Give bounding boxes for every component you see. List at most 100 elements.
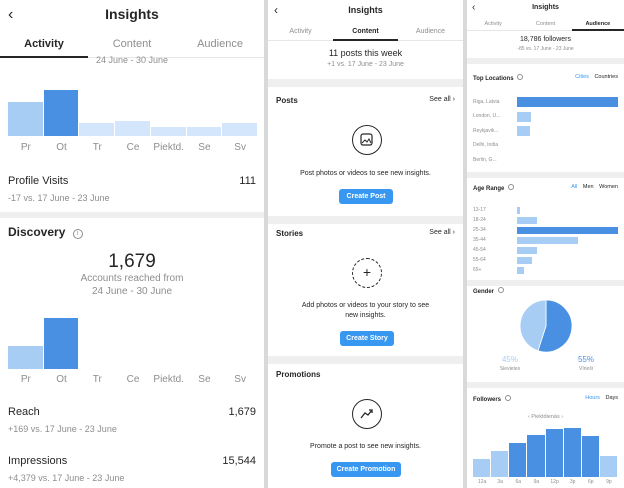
age-label: 65+ [473, 267, 482, 273]
tab-audience[interactable]: Audience [197, 38, 243, 50]
age-label: 13-17 [473, 207, 486, 213]
age-range-text: Age Range [473, 186, 505, 192]
hour-bar [599, 456, 617, 477]
back-chevron-icon[interactable]: ‹ [274, 3, 278, 17]
chevron-right-icon: › [452, 96, 455, 103]
tab-bar: Activity Content Audience [467, 18, 624, 31]
gender-pie-chart [519, 299, 573, 353]
female-label: Sievietes [499, 366, 521, 372]
posts-title: Posts [276, 96, 298, 105]
header: ‹ Insights [268, 3, 463, 21]
chart-bar [222, 122, 257, 136]
hours-toggle[interactable]: Hours [585, 395, 600, 401]
women-toggle[interactable]: Women [599, 184, 618, 190]
discovery-title: Discovery i [8, 225, 83, 239]
day-label: Pr [20, 142, 31, 153]
countries-toggle[interactable]: Countries [594, 74, 618, 80]
age-bar [517, 206, 521, 214]
age-bar [517, 226, 618, 234]
create-post-button[interactable]: Create Post [339, 189, 393, 204]
hour-label: 12a [477, 479, 487, 485]
hour-bar [545, 429, 563, 477]
section-divider [268, 79, 463, 87]
chevron-right-icon[interactable]: › [561, 414, 564, 420]
trend-icon [352, 399, 382, 429]
audience-panel: ‹ Insights Activity Content Audience 18,… [467, 0, 624, 488]
tab-bar: Activity Content Audience [0, 32, 264, 58]
see-all-text: See all [429, 96, 451, 103]
tab-content[interactable]: Content [112, 38, 152, 50]
age-bar [517, 266, 525, 274]
day-label: Se [198, 142, 211, 153]
reach-range: 24 June - 30 June [91, 286, 173, 297]
profile-visits-value: 111 [239, 175, 256, 187]
male-label: Vīrieši [579, 366, 593, 372]
chart-bar [115, 121, 150, 136]
gender-text: Gender [473, 289, 495, 295]
age-label: 25-34 [473, 227, 486, 233]
tab-audience[interactable]: Audience [415, 28, 446, 35]
followers-count: 18,786 followers [520, 36, 571, 43]
hour-bar [563, 427, 581, 477]
header: ‹ Insights [467, 2, 624, 16]
men-toggle[interactable]: Men [582, 184, 594, 190]
age-bar [517, 216, 538, 224]
info-icon[interactable] [517, 74, 524, 80]
age-label: 55-64 [473, 257, 486, 263]
day-label: Sv [234, 142, 246, 153]
create-story-button[interactable]: Create Story [340, 331, 394, 346]
info-icon[interactable] [504, 395, 511, 401]
stories-see-all[interactable]: See all › [429, 229, 455, 236]
tab-activity[interactable]: Activity [0, 32, 88, 58]
chart-bar [43, 89, 79, 136]
hour-label: 3a [497, 479, 503, 485]
tab-activity[interactable]: Activity [484, 21, 502, 27]
chart-bar [8, 101, 43, 136]
hour-label: 6a [515, 479, 522, 485]
tab-audience[interactable]: Audience [571, 18, 624, 31]
posts-see-all[interactable]: See all › [429, 96, 455, 103]
day-label: Ce [126, 142, 140, 153]
age-bar [517, 236, 578, 244]
days-toggle[interactable]: Days [605, 395, 618, 401]
top-locations-text: Top Locations [473, 76, 514, 82]
followers-toggle: Hours Days [585, 395, 618, 401]
location-label: London, U... [473, 113, 501, 120]
create-promotion-button[interactable]: Create Promotion [331, 462, 401, 477]
info-icon[interactable]: i [72, 229, 83, 239]
day-label: Se [198, 374, 211, 385]
hour-label: 12p [550, 479, 559, 485]
day-label: Tr [92, 142, 102, 153]
back-chevron-icon[interactable]: ‹ [472, 2, 476, 13]
chart-bar [150, 127, 186, 136]
location-bar [517, 125, 531, 137]
tab-content[interactable]: Content [333, 24, 398, 41]
followers-hour-chart [473, 425, 618, 477]
cities-toggle[interactable]: Cities [575, 74, 589, 80]
hour-label: 9a [533, 479, 540, 485]
discovery-title-text: Discovery [8, 225, 66, 239]
chart-bar [43, 318, 79, 369]
info-icon[interactable] [497, 287, 504, 293]
hour-label: 3p [569, 479, 576, 485]
hour-bar [473, 458, 491, 477]
age-label: 18-24 [473, 217, 486, 223]
hour-labels: 12a 3a 6a 9a 12p 3p 6p 9p [473, 479, 618, 487]
back-chevron-icon[interactable]: ‹ [8, 6, 14, 23]
day-label: Ot [56, 142, 67, 153]
chart-bar [79, 122, 115, 136]
section-divider [0, 212, 264, 218]
day-label: Ce [126, 374, 140, 385]
tab-content[interactable]: Content [535, 21, 556, 27]
content-panel: ‹ Insights Activity Content Audience 11 … [268, 0, 463, 488]
info-icon[interactable] [508, 184, 515, 190]
tab-activity[interactable]: Activity [289, 28, 312, 35]
day-navigator: ‹ Piektdienās › [467, 414, 624, 420]
stories-text-1: Add photos or videos to your story to se… [301, 302, 430, 309]
chevron-left-icon[interactable]: ‹ [527, 414, 530, 420]
hour-bar [491, 451, 509, 477]
day-label: Piektd. [153, 374, 184, 385]
all-toggle[interactable]: All [571, 184, 578, 190]
day-label: Piektd. [153, 142, 184, 153]
impressions-label: Impressions [8, 455, 68, 467]
